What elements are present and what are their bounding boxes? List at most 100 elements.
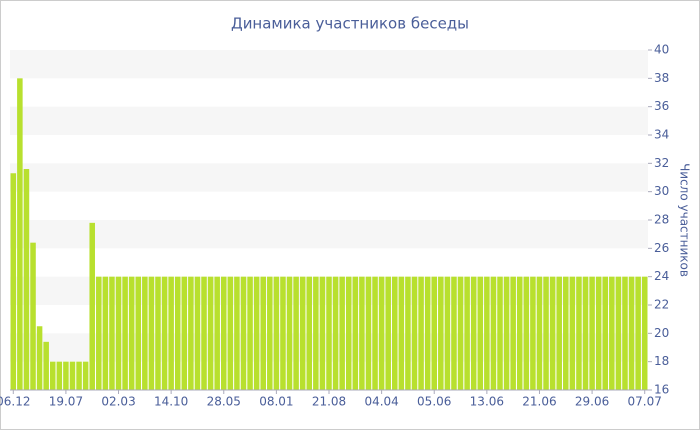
bar (168, 276, 174, 390)
y-tick-label: 40 (654, 43, 669, 57)
y-tick-label: 30 (654, 184, 669, 198)
bar (628, 276, 635, 390)
bar (82, 361, 89, 390)
x-tick-label: 07.07 (628, 395, 662, 409)
bar (431, 276, 437, 390)
bar (49, 361, 56, 390)
bar (207, 276, 214, 390)
bar (319, 276, 326, 390)
x-tick-label: 02.03 (101, 395, 135, 409)
bar (457, 276, 464, 390)
bar (63, 361, 69, 390)
bar (286, 276, 293, 390)
grid-band (10, 163, 648, 192)
bar (313, 276, 319, 390)
bar (201, 276, 207, 390)
bar (109, 276, 115, 390)
x-tick-label: 21.08 (312, 395, 346, 409)
y-tick-label: 32 (654, 156, 669, 170)
bar (418, 276, 424, 390)
x-tick-label: 06.12 (0, 395, 30, 409)
bar (641, 276, 648, 390)
bar (221, 276, 227, 390)
bar (352, 276, 359, 390)
bar (280, 276, 286, 390)
bar (194, 276, 201, 390)
bar (155, 276, 161, 390)
bar (135, 276, 142, 390)
bar (240, 276, 247, 390)
bar (142, 276, 148, 390)
bar (556, 276, 562, 390)
bar (563, 276, 569, 390)
y-tick-label: 36 (654, 99, 669, 113)
bar (339, 276, 345, 390)
x-tick-label: 29.06 (575, 395, 609, 409)
bar (615, 276, 622, 390)
bar (484, 276, 490, 390)
bar (332, 276, 339, 390)
x-tick-label: 28.05 (207, 395, 241, 409)
bar (122, 276, 128, 390)
y-tick-label: 38 (654, 71, 669, 85)
bar (267, 276, 273, 390)
bar (188, 276, 194, 390)
bar (234, 276, 240, 390)
bar (497, 276, 503, 390)
bar (299, 276, 306, 390)
y-tick-label: 22 (654, 298, 669, 312)
x-tick-label: 14.10 (154, 395, 188, 409)
bar (595, 276, 602, 390)
bar (424, 276, 431, 390)
bar (470, 276, 477, 390)
bar (477, 276, 484, 390)
bar (503, 276, 510, 390)
bar (359, 276, 365, 390)
y-tick-label: 34 (654, 128, 669, 142)
y-tick-label: 18 (654, 354, 669, 368)
bar (536, 276, 543, 390)
grid-band (10, 106, 648, 135)
y-tick-label: 26 (654, 241, 669, 255)
bar (385, 276, 391, 390)
bar (293, 276, 299, 390)
bar (576, 276, 582, 390)
bar (405, 276, 411, 390)
bar (543, 276, 549, 390)
y-tick-label: 24 (654, 269, 669, 283)
bar (609, 276, 615, 390)
y-axis-label: Число участников (678, 163, 692, 277)
bar (17, 78, 23, 390)
bar (148, 276, 155, 390)
grid-band (10, 50, 648, 79)
bar (326, 276, 332, 390)
bar (181, 276, 188, 390)
bar (128, 276, 135, 390)
y-tick-label: 20 (654, 326, 669, 340)
bar (69, 361, 76, 390)
bar (530, 276, 536, 390)
bar (76, 361, 82, 390)
bar (273, 276, 280, 390)
bar (602, 276, 609, 390)
bar (23, 169, 30, 390)
bar (115, 276, 122, 390)
bar (516, 276, 523, 390)
x-tick-label: 21.06 (522, 395, 556, 409)
bar (227, 276, 234, 390)
bar (96, 276, 102, 390)
bar (30, 242, 36, 390)
bar (36, 326, 43, 390)
bar (214, 276, 220, 390)
bar (102, 276, 109, 390)
bar (253, 276, 260, 390)
bar (260, 276, 266, 390)
bar (411, 276, 418, 390)
grid-band (10, 220, 648, 249)
y-tick-label: 28 (654, 213, 669, 227)
bar (89, 222, 95, 390)
x-tick-label: 13.06 (470, 395, 504, 409)
bar (582, 276, 589, 390)
bar (174, 276, 181, 390)
